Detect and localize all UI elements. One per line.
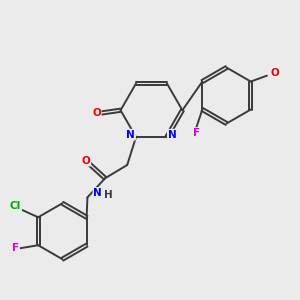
Text: O: O: [82, 156, 90, 166]
Text: N: N: [126, 130, 135, 140]
Text: O: O: [92, 108, 101, 118]
Text: O: O: [271, 68, 280, 78]
Text: F: F: [193, 128, 200, 138]
Text: H: H: [104, 190, 113, 200]
Text: N: N: [168, 130, 177, 140]
Text: N: N: [93, 188, 102, 198]
Text: Cl: Cl: [10, 201, 21, 212]
Text: F: F: [12, 243, 19, 253]
